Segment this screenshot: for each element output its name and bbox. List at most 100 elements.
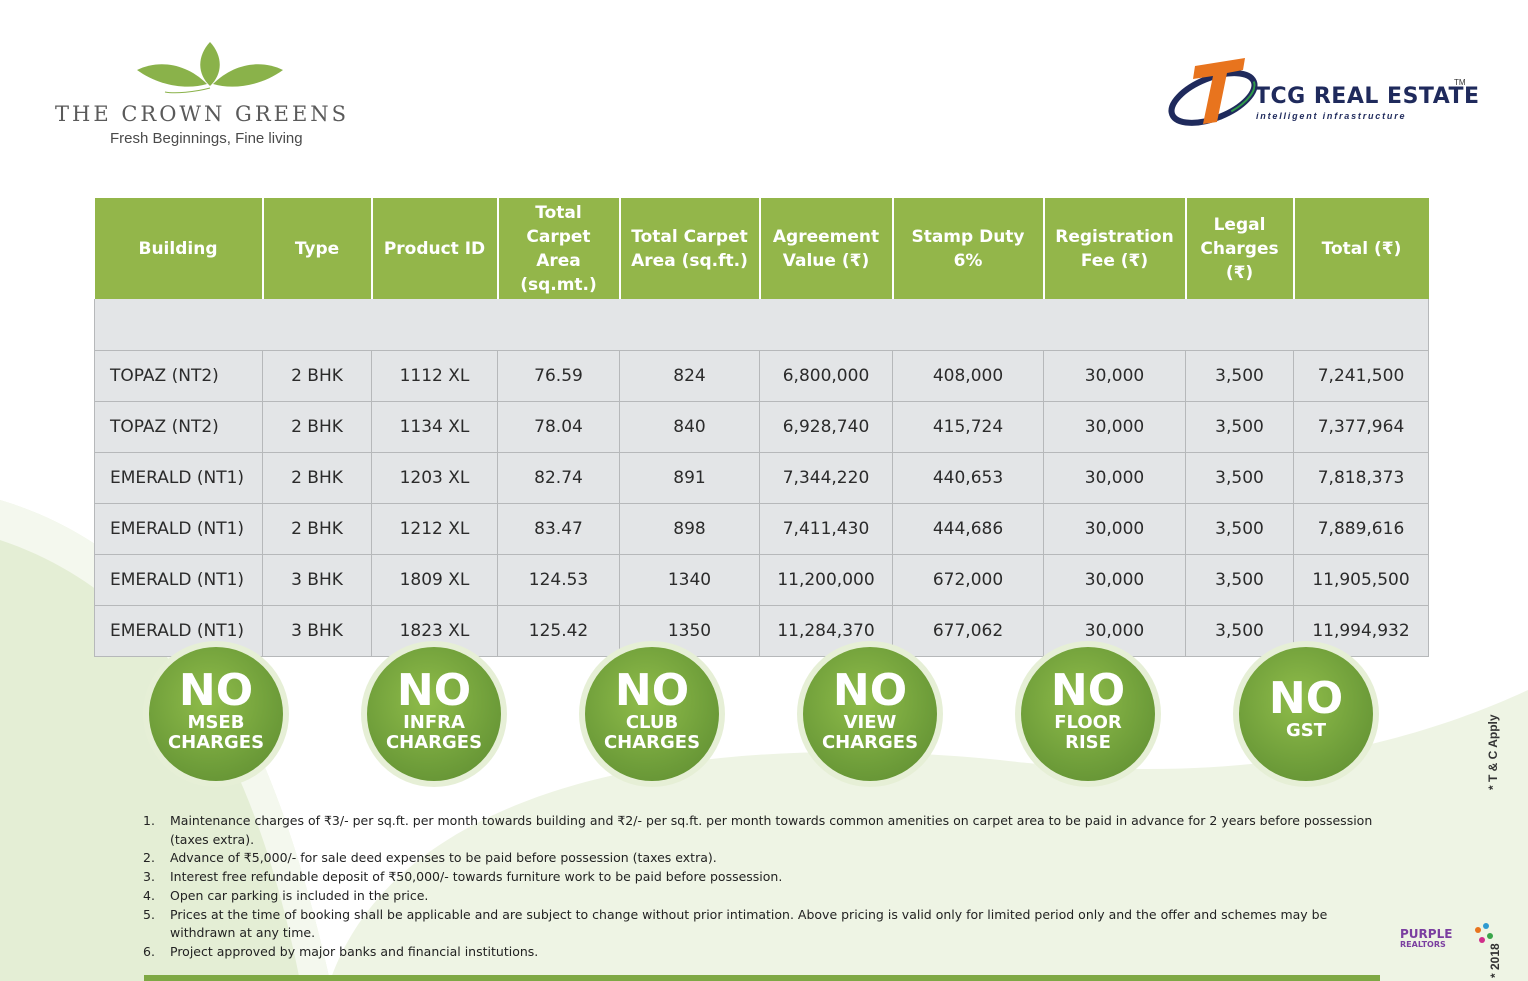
developer-name: TCG REAL ESTATE [1255,84,1480,109]
cell-agreement-value: 11,200,000 [759,554,893,606]
table-row: EMERALD (NT1) 3 BHK 1809 XL 124.53 1340 … [94,554,1429,606]
cell-registration-fee: 30,000 [1043,452,1186,504]
list-item: 5. Prices at the time of booking shall be… [143,906,1383,943]
cell-total: 11,905,500 [1293,554,1429,606]
leaf-icon [137,42,283,94]
table-row: TOPAZ (NT2) 2 BHK 1112 XL 76.59 824 6,80… [94,349,1429,402]
cell-type: 2 BHK [262,349,372,402]
cell-total: 7,377,964 [1293,401,1429,453]
developer-tagline: intelligent infrastructure [1256,111,1407,121]
cell-area-sqmt: 83.47 [497,503,620,555]
note-text: Maintenance charges of ₹3/- per sq.ft. p… [170,813,1373,847]
cell-type: 2 BHK [262,503,372,555]
cell-area-sqmt: 76.59 [497,349,620,402]
terms-list: 1. Maintenance charges of ₹3/- per sq.ft.… [143,812,1383,962]
cell-product-id: 1134 XL [371,401,498,453]
cell-area-sqmt: 125.42 [497,605,620,657]
column-header: Total Carpet Area (sq.mt.) [497,198,621,299]
cell-type: 3 BHK [262,554,372,606]
cell-type: 2 BHK [262,452,372,504]
cell-stamp-duty: 444,686 [892,503,1044,555]
note-text: Interest free refundable deposit of ₹50,… [170,869,783,885]
badge-line2: CHARGES [167,732,265,753]
cell-legal-charges: 3,500 [1185,452,1294,504]
badge-club-charges: NO CLUB CHARGES [579,641,725,787]
cell-stamp-duty: 677,062 [892,605,1044,657]
badge-line1: INFRA [403,712,465,733]
cell-stamp-duty: 672,000 [892,554,1044,606]
badge-no-label: NO [1268,673,1344,724]
cell-building: EMERALD (NT1) [94,605,263,657]
note-text: Open car parking is included in the pric… [170,887,429,903]
column-header: Agreement Value (₹) [759,198,894,299]
cell-building: TOPAZ (NT2) [94,349,263,402]
cell-area-sqmt: 78.04 [497,401,620,453]
column-header: Registration Fee (₹) [1043,198,1187,299]
note-text: Prices at the time of booking shall be a… [170,906,1328,941]
note-number: 3. [143,869,155,885]
cell-stamp-duty: 415,724 [892,401,1044,453]
cell-area-sqft: 840 [619,401,760,453]
cell-legal-charges: 3,500 [1185,401,1294,453]
cell-building: EMERALD (NT1) [94,452,263,504]
badge-line1: MSEB [187,712,245,733]
cell-stamp-duty: 440,653 [892,452,1044,504]
cell-total: 7,889,616 [1293,503,1429,555]
cell-total: 7,818,373 [1293,452,1429,504]
badge-mseb-charges: NO MSEB CHARGES [143,641,289,787]
note-number: 6. [143,943,155,959]
cell-type: 3 BHK [262,605,372,657]
cell-registration-fee: 30,000 [1043,503,1186,555]
badge-no-label: NO [614,665,690,716]
cell-registration-fee: 30,000 [1043,401,1186,453]
partner-logo-line2: REALTORS [1400,940,1446,949]
badge-infra-charges: NO INFRA CHARGES [361,641,507,787]
note-number: 4. [143,887,155,903]
cell-total: 11,994,932 [1293,605,1429,657]
trademark-mark: TM [1454,78,1466,87]
brand-tagline: Fresh Beginnings, Fine living [110,130,303,147]
badge-line1: GST [1285,720,1327,741]
footer-bar [144,975,1380,981]
cell-agreement-value: 7,411,430 [759,503,893,555]
cell-building: EMERALD (NT1) [94,503,263,555]
note-text: Advance of ₹5,000/- for sale deed expens… [170,850,717,866]
terms-note: * T & C Apply [1486,714,1500,790]
cell-legal-charges: 3,500 [1185,349,1294,402]
badge-floor-rise: NO FLOOR RISE [1015,641,1161,787]
badge-line1: CLUB [625,712,679,733]
cell-building: EMERALD (NT1) [94,554,263,606]
partner-logo-line1: PURPLE [1400,927,1452,941]
price-table: Building Type Product ID Total Carpet Ar… [94,198,1429,657]
badge-line2: CHARGES [821,732,919,753]
badge-no-label: NO [178,665,254,716]
list-item: 1. Maintenance charges of ₹3/- per sq.ft.… [143,812,1383,849]
badge-line2: CHARGES [385,732,483,753]
list-item: 4. Open car parking is included in the pr… [143,887,1383,906]
cell-product-id: 1203 XL [371,452,498,504]
purple-realtors-logo: PURPLE REALTORS [1400,923,1493,949]
cell-area-sqft: 891 [619,452,760,504]
cell-agreement-value: 6,800,000 [759,349,893,402]
cell-product-id: 1809 XL [371,554,498,606]
cell-area-sqmt: 124.53 [497,554,620,606]
cell-stamp-duty: 408,000 [892,349,1044,402]
column-header: Legal Charges (₹) [1185,198,1295,299]
cell-agreement-value: 6,928,740 [759,401,893,453]
badge-gst: NO GST [1233,641,1379,787]
table-row: EMERALD (NT1) 2 BHK 1203 XL 82.74 891 7,… [94,452,1429,504]
list-item: 3. Interest free refundable deposit of ₹5… [143,868,1383,887]
column-header: Stamp Duty 6% [892,198,1045,299]
badge-line2: RISE [1065,732,1111,753]
no-charges-badges: NO MSEB CHARGES NO INFRA CHARGES NO CLUB… [143,641,1383,789]
note-number: 1. [143,813,155,828]
badge-no-label: NO [396,665,472,716]
cell-product-id: 1112 XL [371,349,498,402]
cell-area-sqmt: 82.74 [497,452,620,504]
tcg-emblem-icon [1168,58,1258,126]
column-header: Total Carpet Area (sq.ft.) [619,198,761,299]
badge-no-label: NO [832,665,908,716]
column-header: Type [262,198,373,299]
cell-legal-charges: 3,500 [1185,554,1294,606]
cell-product-id: 1823 XL [371,605,498,657]
